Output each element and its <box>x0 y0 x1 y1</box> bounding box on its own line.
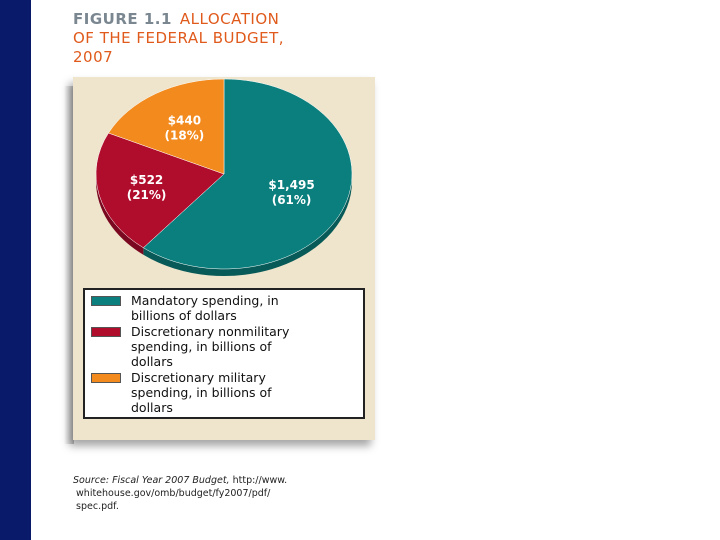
legend-label: dollars <box>131 400 173 415</box>
chart-legend: Mandatory spending, in billions of dolla… <box>83 288 365 419</box>
pie-slice-nonmilitary <box>95 132 225 249</box>
slice-percent-label: (61%) <box>272 193 312 207</box>
legend-item-nonmilitary: Discretionary nonmilitary spending, in b… <box>91 324 357 369</box>
pie-slice-mandatory <box>142 78 353 270</box>
source-url-part2: whitehouse.gov/omb/budget/fy2007/pdf/ <box>76 488 271 499</box>
chart-panel: $1,495 (61%) $522 (21%) $440 (18%) Mandatory … <box>73 77 375 440</box>
legend-label: dollars <box>131 354 173 369</box>
source-label: Source: <box>73 475 110 486</box>
legend-label: Mandatory spending, in <box>131 293 279 308</box>
legend-label: Discretionary nonmilitary <box>131 324 290 339</box>
slice-percent-label: (21%) <box>127 188 167 202</box>
panel-shadow <box>64 86 74 444</box>
legend-swatch-military <box>91 373 121 383</box>
source-url-part3: spec.pdf. <box>76 501 119 512</box>
legend-label: spending, in billions of <box>131 339 272 354</box>
legend-label: Discretionary military <box>131 370 266 385</box>
pie-rim-nonmilitary <box>96 174 144 255</box>
legend-swatch-mandatory <box>91 296 121 306</box>
slice-value-label: $1,495 <box>268 178 314 192</box>
slice-value-label: $440 <box>168 113 201 127</box>
legend-item-mandatory: Mandatory spending, in billions of dolla… <box>91 293 357 323</box>
source-note: Source: Fiscal Year 2007 Budget, http://… <box>73 474 373 513</box>
figure-title-line2: OF THE FEDERAL BUDGET, <box>73 29 285 47</box>
legend-label: billions of dollars <box>131 308 237 323</box>
slice-percent-label: (18%) <box>165 128 205 142</box>
source-url-part1: http://www. <box>232 475 288 486</box>
pie-chart: $1,495(61%) $522(21%) $440(18%) <box>95 78 353 276</box>
figure-title-line1: ALLOCATION <box>179 10 280 28</box>
figure-title: FIGURE 1.1 ALLOCATION OF THE FEDERAL BUDG… <box>73 10 373 67</box>
figure-title-line3: 2007 <box>73 48 114 66</box>
pie-slice-military <box>108 78 225 175</box>
slice-value-label: $522 <box>130 173 163 187</box>
legend-item-military: Discretionary military spending, in bill… <box>91 370 357 415</box>
left-accent-bar <box>0 0 31 540</box>
legend-label: spending, in billions of <box>131 385 272 400</box>
legend-swatch-nonmilitary <box>91 327 121 337</box>
source-name: Fiscal Year 2007 Budget, <box>112 475 230 486</box>
figure-number: FIGURE 1.1 <box>73 10 172 28</box>
